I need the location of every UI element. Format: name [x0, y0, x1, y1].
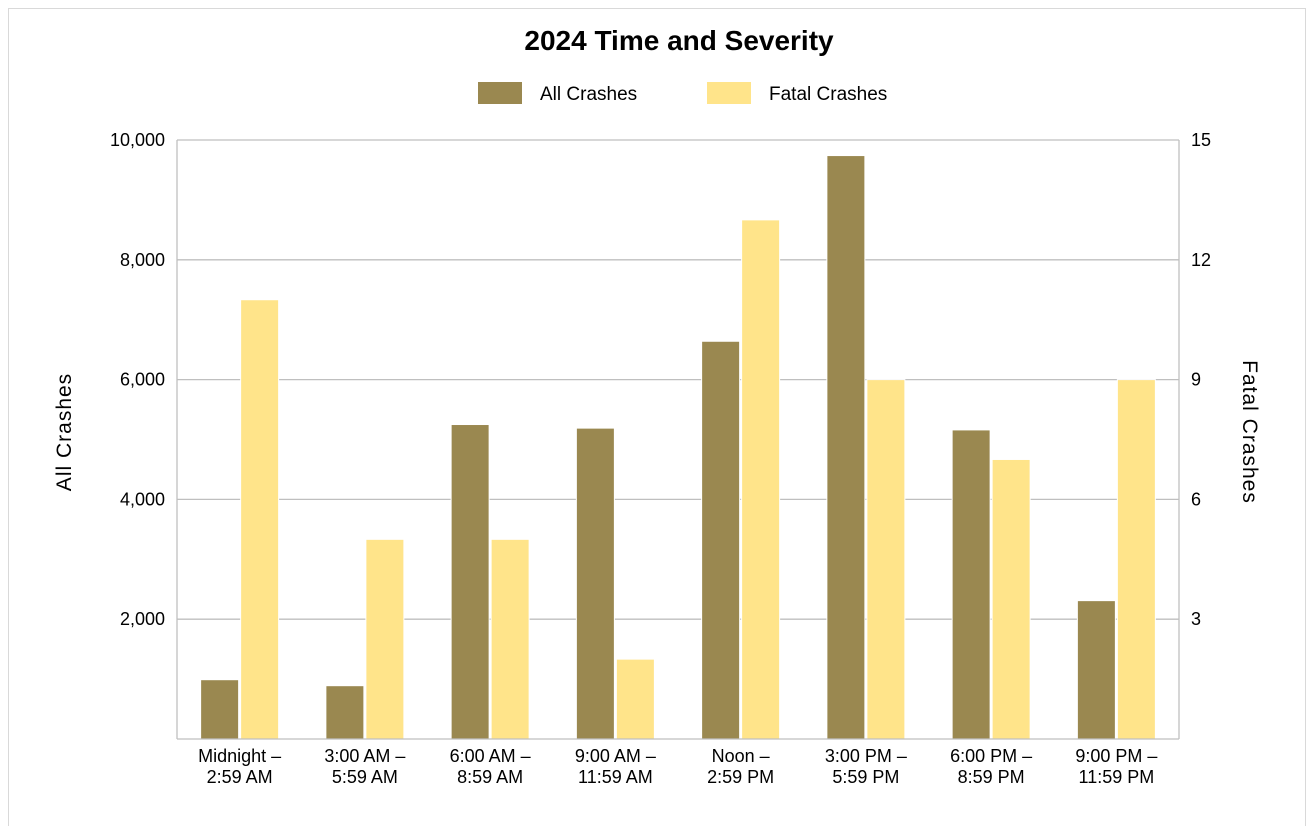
bar-all-crashes	[200, 679, 240, 740]
bar-fatal-crashes	[615, 658, 655, 740]
right-tick-label: 15	[1191, 130, 1211, 150]
bar-fatal-crashes	[240, 299, 280, 740]
left-axis-ticks: 2,000 4,000 6,000 8,000 10,000	[110, 130, 165, 629]
legend-item-fatal-crashes: Fatal Crashes	[707, 82, 887, 105]
x-tick-label: Midnight –2:59 AM	[198, 746, 281, 787]
x-tick-label: 9:00 PM –11:59 PM	[1075, 746, 1157, 787]
bar-fatal-crashes	[1116, 379, 1156, 740]
x-tick-label-line: 6:00 PM –	[950, 746, 1032, 766]
bar-all-crashes	[1076, 600, 1116, 740]
left-tick-label: 10,000	[110, 130, 165, 150]
x-tick-label: 6:00 PM –8:59 PM	[950, 746, 1032, 787]
legend: All Crashes Fatal Crashes	[478, 82, 887, 105]
legend-label-fatal-crashes: Fatal Crashes	[769, 84, 887, 105]
chart-title: 2024 Time and Severity	[524, 25, 834, 56]
x-tick-label: 3:00 PM –5:59 PM	[825, 746, 907, 787]
x-tick-label-line: Noon –	[712, 746, 770, 766]
bar-all-crashes	[701, 340, 741, 740]
x-tick-label-line: 2:59 AM	[207, 767, 273, 787]
x-tick-label-line: 8:59 PM	[958, 767, 1025, 787]
right-tick-label: 9	[1191, 370, 1201, 390]
bar-fatal-crashes	[866, 379, 906, 740]
x-tick-label: 3:00 AM –5:59 AM	[324, 746, 405, 787]
left-tick-label: 8,000	[120, 250, 165, 270]
left-tick-label: 2,000	[120, 609, 165, 629]
x-tick-label: Noon –2:59 PM	[707, 746, 774, 787]
x-tick-label-line: 11:59 PM	[1079, 767, 1155, 787]
bar-all-crashes	[826, 155, 866, 740]
bar-all-crashes	[951, 429, 991, 740]
x-tick-label-line: Midnight –	[198, 746, 281, 766]
bar-chart: 2024 Time and Severity All Crashes Fatal…	[53, 25, 1261, 787]
x-tick-label-line: 9:00 PM –	[1075, 746, 1157, 766]
x-tick-label-line: 9:00 AM –	[575, 746, 656, 766]
legend-label-all-crashes: All Crashes	[540, 84, 637, 105]
bar-all-crashes	[575, 427, 615, 740]
bar-fatal-crashes	[490, 538, 530, 740]
x-tick-label: 9:00 AM –11:59 AM	[575, 746, 656, 787]
left-tick-label: 6,000	[120, 370, 165, 390]
axes	[176, 140, 1180, 740]
legend-swatch-fatal-crashes	[707, 82, 751, 104]
legend-swatch-all-crashes	[478, 82, 522, 104]
x-tick-label-line: 6:00 AM –	[450, 746, 531, 766]
bar-all-crashes	[325, 685, 365, 740]
right-tick-label: 3	[1191, 609, 1201, 629]
bar-fatal-crashes	[991, 458, 1031, 740]
right-axis-ticks: 3 6 9 12 15	[1191, 130, 1211, 629]
bar-all-crashes	[450, 424, 490, 740]
x-axis-ticks: Midnight –2:59 AM 3:00 AM –5:59 AM 6:00 AM…	[198, 746, 1157, 787]
right-axis-title: Fatal Crashes	[1238, 360, 1261, 504]
left-axis-title: All Crashes	[53, 373, 76, 491]
x-tick-label-line: 3:00 PM –	[825, 746, 907, 766]
left-tick-label: 4,000	[120, 489, 165, 509]
right-tick-label: 6	[1191, 489, 1201, 509]
bars	[200, 155, 1156, 740]
x-tick-label-line: 5:59 AM	[332, 767, 398, 787]
x-tick-label: 6:00 AM –8:59 AM	[450, 746, 531, 787]
x-tick-label-line: 5:59 PM	[832, 767, 899, 787]
x-tick-label-line: 8:59 AM	[457, 767, 523, 787]
legend-item-all-crashes: All Crashes	[478, 82, 637, 105]
x-tick-label-line: 3:00 AM –	[324, 746, 405, 766]
x-tick-label-line: 2:59 PM	[707, 767, 774, 787]
chart-frame: 2024 Time and Severity All Crashes Fatal…	[8, 8, 1306, 826]
bar-fatal-crashes	[741, 219, 781, 740]
bar-fatal-crashes	[365, 538, 405, 740]
x-tick-label-line: 11:59 AM	[578, 767, 653, 787]
right-tick-label: 12	[1191, 250, 1211, 270]
